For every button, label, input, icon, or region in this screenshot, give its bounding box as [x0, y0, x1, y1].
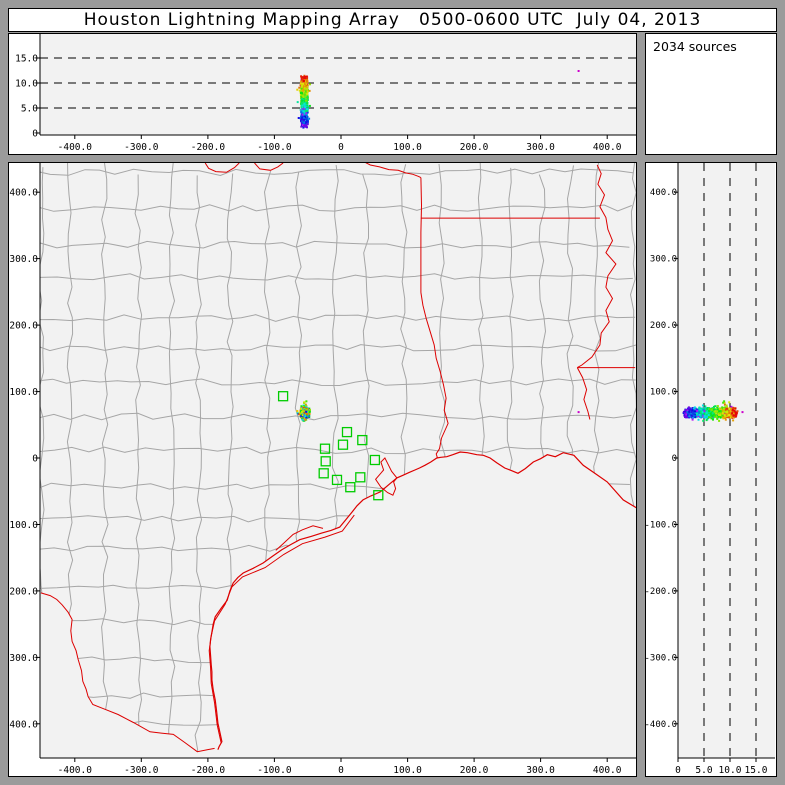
svg-text:-300.0: -300.0	[646, 653, 677, 663]
svg-text:100.0: 100.0	[650, 388, 677, 398]
svg-text:-400.0: -400.0	[646, 720, 677, 730]
svg-text:0: 0	[32, 454, 38, 465]
alt-ew-axes	[36, 34, 636, 139]
svg-text:300.0: 300.0	[526, 765, 555, 776]
svg-text:-100.0: -100.0	[9, 520, 38, 531]
galveston-bay	[374, 457, 398, 496]
mississippi-lower	[576, 367, 591, 420]
station-marker	[345, 482, 356, 493]
svg-text:10.0: 10.0	[15, 79, 38, 90]
svg-text:0: 0	[672, 454, 677, 464]
alt-ew-svg: 0 5.0 10.0 15.0 -400.0 -300.0 -200.0 -100.0 0 100…	[15, 34, 636, 154]
svg-text:0: 0	[338, 142, 344, 153]
svg-text:400.0: 400.0	[593, 765, 622, 776]
svg-text:200.0: 200.0	[9, 321, 38, 332]
station-marker	[341, 426, 353, 438]
svg-text:0: 0	[338, 765, 344, 776]
station-marker	[373, 490, 384, 501]
svg-text:5.0: 5.0	[695, 765, 712, 776]
svg-text:-200.0: -200.0	[191, 142, 226, 153]
ns-alt-tick-labels: 400.0 300.0 200.0 100.0 0 -100.0 -200.0 -300.0 -…	[646, 188, 768, 776]
plan-view-panel: 400.0 300.0 200.0 100.0 0 -100.0 -200.0 -300.0 -…	[8, 162, 637, 777]
alt-ew-plot-bg	[40, 34, 636, 135]
station-marker	[320, 456, 331, 467]
station-marker	[277, 391, 289, 402]
plan-view-axes	[36, 163, 636, 762]
svg-text:-400.0: -400.0	[58, 142, 93, 153]
svg-text:100.0: 100.0	[393, 765, 422, 776]
station-marker	[357, 434, 368, 446]
svg-text:-300.0: -300.0	[124, 765, 159, 776]
ns-alt-plot-bg	[678, 163, 775, 758]
mississippi-river	[577, 164, 617, 369]
lightning-points-alt-ew	[296, 70, 580, 129]
plan-view-tick-labels: 400.0 300.0 200.0 100.0 0 -100.0 -200.0 -300.0 -…	[9, 188, 622, 776]
svg-text:200.0: 200.0	[460, 142, 489, 153]
red-river-west-2	[254, 163, 284, 171]
svg-text:-400.0: -400.0	[9, 719, 38, 730]
svg-text:400.0: 400.0	[650, 188, 677, 198]
station-marker	[355, 472, 366, 483]
svg-text:300.0: 300.0	[9, 254, 38, 265]
svg-text:100.0: 100.0	[393, 142, 422, 153]
alt-ew-tick-labels: 0 5.0 10.0 15.0 -400.0 -300.0 -200.0 -100.0 0 100…	[15, 54, 622, 154]
svg-text:300.0: 300.0	[526, 142, 555, 153]
alt-ew-gridlines	[40, 57, 636, 109]
station-marker	[331, 474, 343, 486]
red-river-west-1	[204, 163, 240, 173]
gulf-sea-region	[209, 452, 636, 758]
svg-text:200.0: 200.0	[460, 765, 489, 776]
station-marker	[318, 468, 329, 479]
source-count-label: 2034 sources	[653, 39, 737, 54]
basemap	[40, 163, 636, 758]
svg-text:300.0: 300.0	[650, 255, 677, 265]
alt-ew-panel: 0 5.0 10.0 15.0 -400.0 -300.0 -200.0 -100.0 0 100…	[8, 33, 637, 155]
tx-ar-border	[420, 177, 423, 293]
ns-alt-gridlines	[703, 163, 757, 758]
svg-text:200.0: 200.0	[650, 321, 677, 331]
sabine-river	[420, 292, 449, 459]
svg-text:-400.0: -400.0	[58, 765, 93, 776]
ns-alt-axes	[674, 163, 775, 762]
svg-text:-100.0: -100.0	[646, 520, 677, 530]
svg-text:5.0: 5.0	[21, 104, 38, 115]
barrier-islands	[208, 514, 355, 744]
svg-text:15.0: 15.0	[15, 54, 38, 65]
svg-text:-200.0: -200.0	[9, 586, 38, 597]
svg-text:-200.0: -200.0	[646, 587, 677, 597]
svg-text:400.0: 400.0	[593, 142, 622, 153]
svg-text:10.0: 10.0	[719, 765, 742, 776]
station-marker	[337, 439, 349, 450]
state-borders-and-rivers	[40, 163, 636, 753]
page-title: Houston Lightning Mapping Array 0500-060…	[83, 10, 702, 30]
red-river-east	[365, 163, 422, 179]
svg-text:-100.0: -100.0	[257, 765, 292, 776]
sources-box: 2034 sources	[645, 33, 777, 155]
ns-alt-svg: 400.0 300.0 200.0 100.0 0 -100.0 -200.0 -300.0 -…	[646, 163, 775, 776]
svg-text:15.0: 15.0	[745, 765, 768, 776]
lightning-points-ns-alt	[682, 400, 744, 422]
svg-text:-300.0: -300.0	[124, 142, 159, 153]
mexico-blank-region	[40, 592, 217, 758]
svg-text:0: 0	[32, 129, 38, 140]
svg-text:0: 0	[675, 765, 681, 776]
station-marker	[319, 443, 331, 454]
rio-grande	[40, 592, 215, 753]
station-markers	[277, 391, 384, 501]
svg-text:100.0: 100.0	[9, 387, 38, 398]
plan-view-svg: 400.0 300.0 200.0 100.0 0 -100.0 -200.0 -300.0 -…	[9, 163, 636, 776]
svg-text:-200.0: -200.0	[191, 765, 226, 776]
svg-text:-300.0: -300.0	[9, 653, 38, 664]
station-marker	[369, 454, 381, 466]
county-lines	[40, 163, 636, 758]
matagorda-bay	[275, 525, 324, 551]
title-bar: Houston Lightning Mapping Array 0500-060…	[8, 8, 777, 32]
svg-text:400.0: 400.0	[9, 188, 38, 199]
lightning-points-plan	[296, 400, 580, 422]
svg-text:-100.0: -100.0	[257, 142, 292, 153]
ns-alt-panel: 400.0 300.0 200.0 100.0 0 -100.0 -200.0 -300.0 -…	[645, 162, 777, 777]
